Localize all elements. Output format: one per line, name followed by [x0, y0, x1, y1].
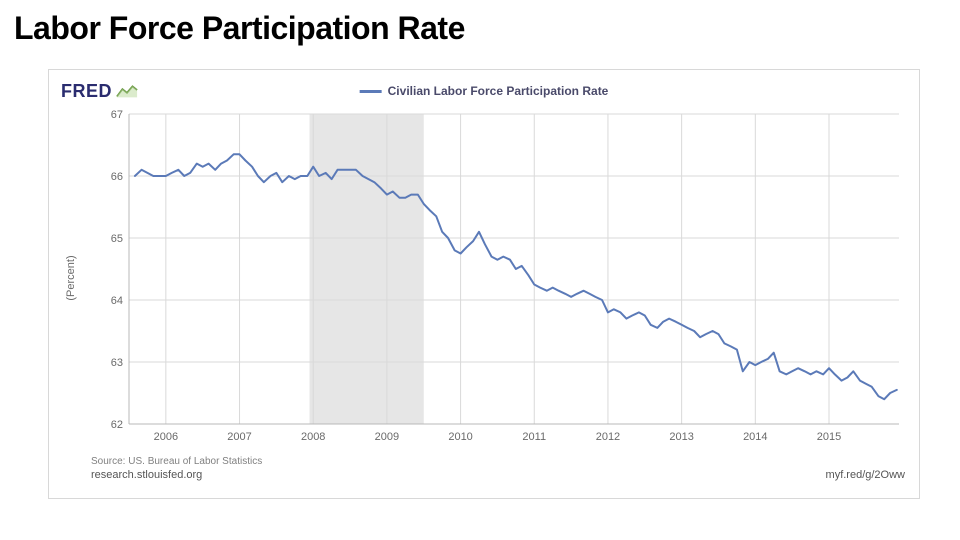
- shortlink: myf.red/g/2Oww: [826, 469, 905, 481]
- x-tick-label: 2006: [154, 431, 178, 443]
- footer-left: Source: US. Bureau of Labor Statistics r…: [91, 456, 262, 481]
- line-chart-svg: 62 63 64 65 66 67 2006 2007 2008 2009 2010 2011 2012…: [99, 108, 907, 448]
- plot-area: (Percent) 626364656667200620072008200920…: [99, 108, 907, 448]
- chart-panel: FRED Civilian Labor Force Participation …: [48, 69, 920, 499]
- x-tick-label: 2015: [817, 431, 841, 443]
- x-tick-label: 2012: [596, 431, 620, 443]
- legend-label: Civilian Labor Force Participation Rate: [388, 84, 609, 98]
- y-tick-label: 63: [111, 357, 123, 369]
- x-tick-label: 2007: [227, 431, 251, 443]
- y-tick-label: 62: [111, 419, 123, 431]
- legend-swatch: [360, 90, 382, 93]
- slide-title: Labor Force Participation Rate: [0, 0, 960, 51]
- y-axis-label: (Percent): [65, 255, 77, 300]
- x-tick-label: 2013: [669, 431, 693, 443]
- recession-band: [310, 114, 424, 424]
- source-label: Source: US. Bureau of Labor Statistics: [91, 456, 262, 467]
- org-label: research.stlouisfed.org: [91, 469, 262, 481]
- chart-footer: Source: US. Bureau of Labor Statistics r…: [61, 448, 907, 481]
- chart-icon: [116, 83, 138, 99]
- x-tick-label: 2010: [448, 431, 472, 443]
- y-tick-label: 64: [111, 295, 123, 307]
- x-tick-label: 2014: [743, 431, 767, 443]
- fred-logo-text: FRED: [61, 81, 112, 102]
- x-tick-label: 2008: [301, 431, 325, 443]
- y-tick-label: 65: [111, 233, 123, 245]
- chart-header: FRED Civilian Labor Force Participation …: [61, 78, 907, 104]
- y-tick-label: 67: [111, 109, 123, 121]
- y-tick-label: 66: [111, 171, 123, 183]
- x-tick-label: 2009: [375, 431, 399, 443]
- fred-logo: FRED: [61, 81, 138, 102]
- x-tick-label: 2011: [522, 431, 546, 443]
- legend: Civilian Labor Force Participation Rate: [360, 84, 609, 98]
